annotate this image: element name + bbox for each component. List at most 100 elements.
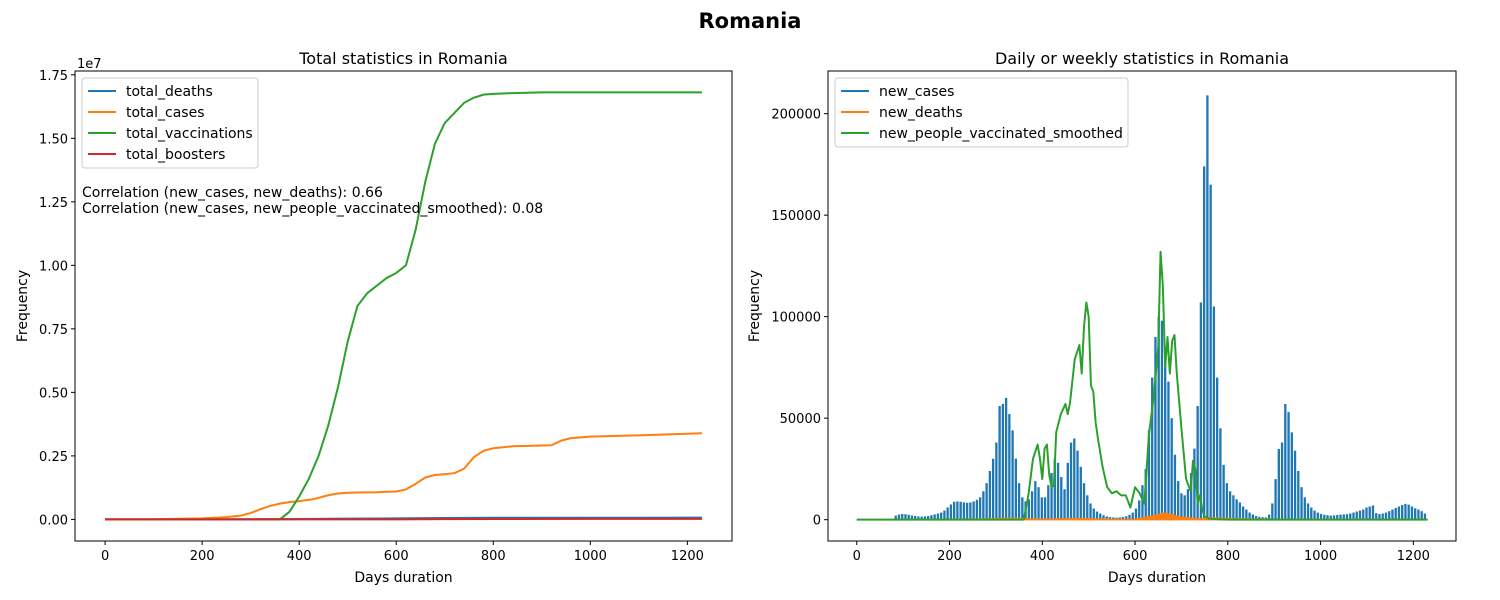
bar-new-cases [1297,470,1300,520]
bar-new-cases [1310,507,1313,520]
bar-new-cases [1209,184,1212,520]
bar-new-cases [1378,513,1381,520]
bar-new-cases [969,502,972,520]
bar-new-cases [1043,497,1047,520]
left-plot-area [105,91,702,521]
bar-new-cases [1245,509,1248,520]
bar-new-cases [1339,514,1342,520]
legend-entry: total_vaccinations [126,126,253,142]
bar-new-cases [1105,516,1108,520]
bar-new-cases [1274,479,1277,520]
bar-new-cases [1212,306,1216,520]
y-tick-label: 200000 [771,108,821,123]
y-tick-label: 0.25 [39,450,68,465]
bar-new-cases [1326,515,1329,520]
bar-new-cases [1349,513,1352,520]
y-tick-label: 1.50 [39,132,68,147]
bar-new-cases [1362,509,1365,520]
y-tick-label: 0.00 [39,513,68,528]
x-tick-label: 200 [937,549,962,564]
y-tick-label: 0.50 [39,386,68,401]
bar-new-cases [1069,442,1073,520]
bar-new-cases [1092,508,1095,520]
bar-new-cases [920,516,923,520]
bar-new-cases [1125,516,1128,520]
bar-new-cases [1206,95,1209,520]
bar-new-cases [1352,512,1355,520]
bar-new-cases [1040,497,1043,520]
bar-new-cases [1089,503,1092,520]
bar-new-cases [1108,517,1112,520]
x-tick-label: 600 [1123,549,1148,564]
annotation-correlation-vaccinated: Correlation (new_cases, new_people_vacci… [82,201,543,217]
bar-new-cases [1112,517,1115,520]
y-tick-label: 0 [813,514,821,529]
bar-new-cases [1388,511,1391,520]
bar-new-cases [1115,517,1118,520]
legend-entry: new_deaths [879,105,963,121]
x-tick-label: 800 [481,549,506,564]
bar-new-cases [949,504,953,520]
legend-frame [834,77,1129,148]
y-tick-label: 50000 [780,412,821,427]
bar-new-cases [1375,513,1378,520]
series-total-boosters-line [105,517,702,521]
bar-new-cases [1280,442,1284,520]
bar-new-cases [1073,438,1076,520]
bar-new-cases [985,483,988,520]
bar-new-cases [1248,512,1251,520]
bar-new-cases [1306,503,1310,520]
bar-new-cases [1267,514,1271,520]
left-x-axis-label: Days duration [354,570,452,586]
bar-new-cases [1401,505,1404,520]
bar-new-cases [1316,512,1319,520]
bar-new-cases [1235,499,1238,520]
series-new-people-vaccinated-smoothed-line [856,250,1428,521]
y-tick-label: 100000 [771,311,821,326]
bar-new-cases [965,502,969,520]
bar-new-cases [1121,517,1125,520]
bar-new-cases [1228,491,1232,520]
bar-new-cases [940,512,943,520]
bar-new-cases [904,514,907,520]
bar-new-cases [1300,487,1303,520]
x-tick-label: 800 [1215,549,1240,564]
bar-new-cases [1342,514,1345,520]
bar-new-cases [1290,432,1293,520]
bar-new-cases [1004,397,1008,520]
bar-new-cases [1319,513,1323,520]
y-tick-label: 1.00 [39,259,68,274]
legend-entry: new_people_vaccinated_smoothed [879,126,1123,142]
bar-new-cases [1336,515,1339,520]
bar-new-cases [1404,503,1407,520]
bar-new-cases [1183,495,1186,520]
bar-new-cases [1154,336,1157,520]
bar-new-cases [1160,320,1164,520]
bar-new-cases [1202,166,1206,520]
bar-new-cases [936,513,940,520]
bar-new-cases [1368,506,1371,520]
bar-new-cases [1102,515,1105,520]
bar-new-cases [1407,504,1410,520]
bar-new-cases [1193,448,1196,520]
bar-new-cases [1056,462,1060,520]
x-tick-label: 1000 [1304,549,1337,564]
bar-new-cases [982,491,985,520]
bar-new-cases [1099,513,1102,520]
x-tick-label: 400 [1030,549,1055,564]
bar-new-cases [1381,513,1384,520]
bar-new-cases [1397,506,1401,520]
bar-new-cases [1222,464,1225,520]
bar-new-cases [1173,454,1177,520]
legend-entry: new_cases [879,84,954,100]
bar-new-cases [1076,450,1079,520]
bar-new-cases [1027,499,1030,520]
right-legend: new_cases new_deaths new_people_vaccinated… [834,77,1129,148]
bar-new-cases [952,501,956,520]
bar-new-cases [998,405,1001,520]
bar-new-cases [943,510,946,520]
legend-entry: total_boosters [126,147,225,163]
bar-new-cases [910,515,914,520]
right-plot-area [856,95,1428,521]
left-y-axis-label: Frequency [15,270,31,342]
